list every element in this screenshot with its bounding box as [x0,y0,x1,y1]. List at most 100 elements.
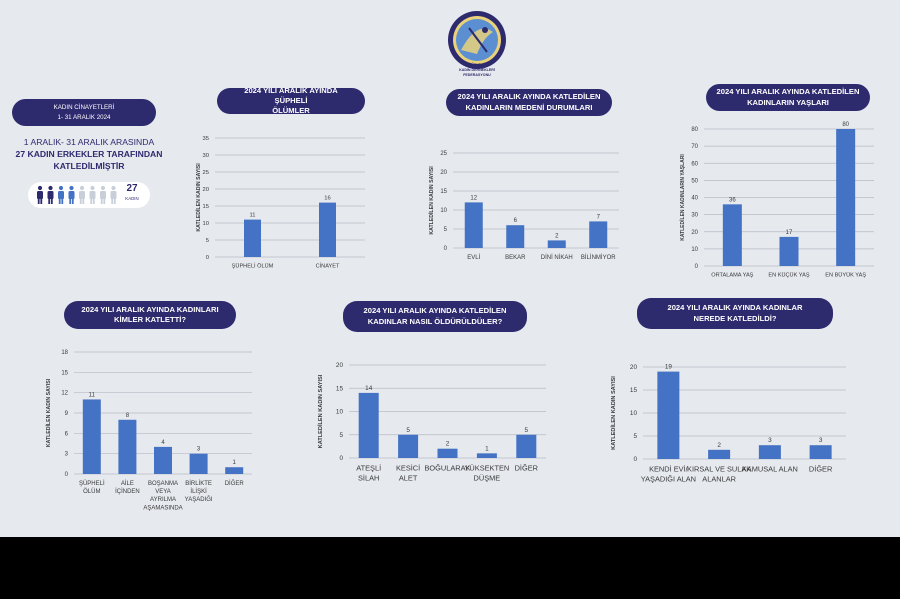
summary-date-range: 1 ARALIK- 31 ARALIK ARASINDA [23,137,155,147]
y-tick-label: 10 [691,247,698,253]
bar [758,445,781,459]
y-tick-label: 15 [203,204,209,210]
y-tick-label: 35 [203,136,209,142]
y-tick-label: 30 [203,153,209,159]
summary-title-pill: KADIN CİNAYETLERİ 1- 31 ARALIK 2024 [12,99,156,126]
data-label: 1 [233,460,237,466]
chart-ages: 0 10 20 30 40 50 60 70 80 KATLEDİLEN KADINLARIN Y… [679,122,874,279]
y-axis-label: KATLEDİLEN KADIN SAYISI [610,376,617,450]
data-label: 7 [597,214,601,220]
federation-logo [448,11,506,69]
person-icon [58,185,64,204]
y-tick-label: 0 [695,264,699,270]
data-label: 8 [126,413,130,419]
y-tick-label: 80 [691,127,698,133]
infographic-canvas: TÜRKİYE KADIN DERNEKLERİ FEDERASYONU KAD… [0,0,900,537]
victim-count-unit: KADIN [125,196,139,201]
y-tick-label: 5 [444,227,448,233]
logo-org-name: TÜRKİYE KADIN DERNEKLERİ FEDERASYONU [459,63,495,78]
bar [547,240,566,248]
x-tick-label: ATEŞLİ SİLAH [356,463,381,482]
y-tick-label: 40 [691,196,698,202]
data-label: 14 [365,385,373,392]
bar [244,219,261,257]
y-tick-label: 18 [61,350,68,356]
x-tick-label: DİĞER [515,463,538,472]
bar [589,221,608,248]
y-tick-label: 10 [440,208,447,214]
y-axis-label: KATLEDİLEN KADINLARIN YAŞLARI [679,154,686,241]
data-label: 1 [485,445,489,452]
chart-marital: 0 5 10 15 20 25 KATLEDİLEN KADIN SAYISI 12 EVLİ 6… [428,151,619,261]
bar [809,445,832,459]
y-tick-label: 0 [633,456,637,463]
data-label: 2 [446,441,450,448]
chart-perpetrators-title: 2024 YILI ARALIK AYINDA KADINLARI KİMLER… [64,301,236,329]
y-tick-label: 15 [630,387,638,394]
x-tick-label: ŞÜPHELİ ÖLÜM [79,480,105,495]
bar [464,202,483,248]
y-tick-label: 15 [440,189,447,195]
victim-count-box [28,182,150,208]
y-tick-label: 70 [691,144,698,150]
data-label: 11 [249,213,255,219]
victim-count: 27 [126,183,138,194]
y-tick-label: 20 [336,362,344,369]
y-tick-label: 6 [65,431,69,437]
bar [154,446,172,474]
bar [225,467,244,474]
x-tick-label: BEKAR [505,255,526,261]
y-tick-label: 20 [440,170,447,176]
y-axis-label: KATLEDİLEN KADIN SAYISI [195,163,202,232]
bar [836,129,856,266]
x-tick-label: EVLİ [467,254,480,261]
y-tick-label: 5 [339,432,343,439]
data-label: 12 [470,195,477,201]
bar [319,202,336,257]
y-axis-label: KATLEDİLEN KADIN SAYISI [45,378,52,447]
y-tick-label: 20 [630,364,638,371]
x-tick-label: KIRSAL VE SULAK ALANLAR [687,464,751,483]
y-tick-label: 15 [336,385,344,392]
data-label: 4 [161,440,165,446]
data-label: 19 [665,364,673,371]
y-axis-label: KATLEDİLEN KADIN SAYISI [428,166,435,235]
bar [118,419,137,474]
bar [722,204,742,266]
data-label: 2 [717,442,721,449]
y-tick-label: 5 [206,238,209,244]
x-tick-label: AİLE İÇİNDEN [115,480,140,495]
x-tick-label: ORTALAMA YAŞ [711,273,753,279]
person-icon [37,185,43,204]
chart-marital-title: 2024 YILI ARALIK AYINDA KATLEDİLEN KADIN… [446,89,612,116]
bar [657,371,680,459]
x-tick-label: DİĞER [809,464,832,473]
data-label: 6 [514,218,518,224]
y-tick-label: 50 [691,178,698,184]
bar [82,399,101,474]
y-tick-label: 5 [633,433,637,440]
bar [516,434,537,458]
person-icon [47,185,54,204]
victim-figures [37,185,117,204]
bar [358,392,379,458]
x-tick-label: EN BÜYÜK YAŞ [825,272,866,279]
x-tick-label: YÜKSEKTEN DÜŞME [465,463,510,482]
person-icon [100,185,106,204]
person-icon [110,185,117,204]
summary-headline: 27 KADIN ERKEKLER TARAFINDAN KATLEDİLMİŞ… [15,149,163,171]
x-tick-label: KAMUSAL ALAN [742,464,798,473]
y-tick-label: 15 [61,370,68,376]
y-tick-label: 0 [339,455,343,462]
y-tick-label: 0 [65,472,69,478]
chart-suspicious-title: 2024 YILI ARALIK AYINDA ŞÜPHELİ ÖLÜMLER [217,86,365,115]
chart-places-title: 2024 YILI ARALIK AYINDA KADINLAR NEREDE … [637,298,833,329]
x-tick-label: BİLİNMİYOR [581,254,616,261]
data-label: 5 [406,427,410,434]
y-tick-label: 0 [206,255,209,261]
x-tick-label: BOĞULARAK [424,463,470,472]
chart-suspicious: 0 5 10 15 20 25 30 35 KATLEDİLEN KADIN SAYISI 11 Ş… [195,136,365,270]
y-tick-label: 20 [203,187,209,193]
